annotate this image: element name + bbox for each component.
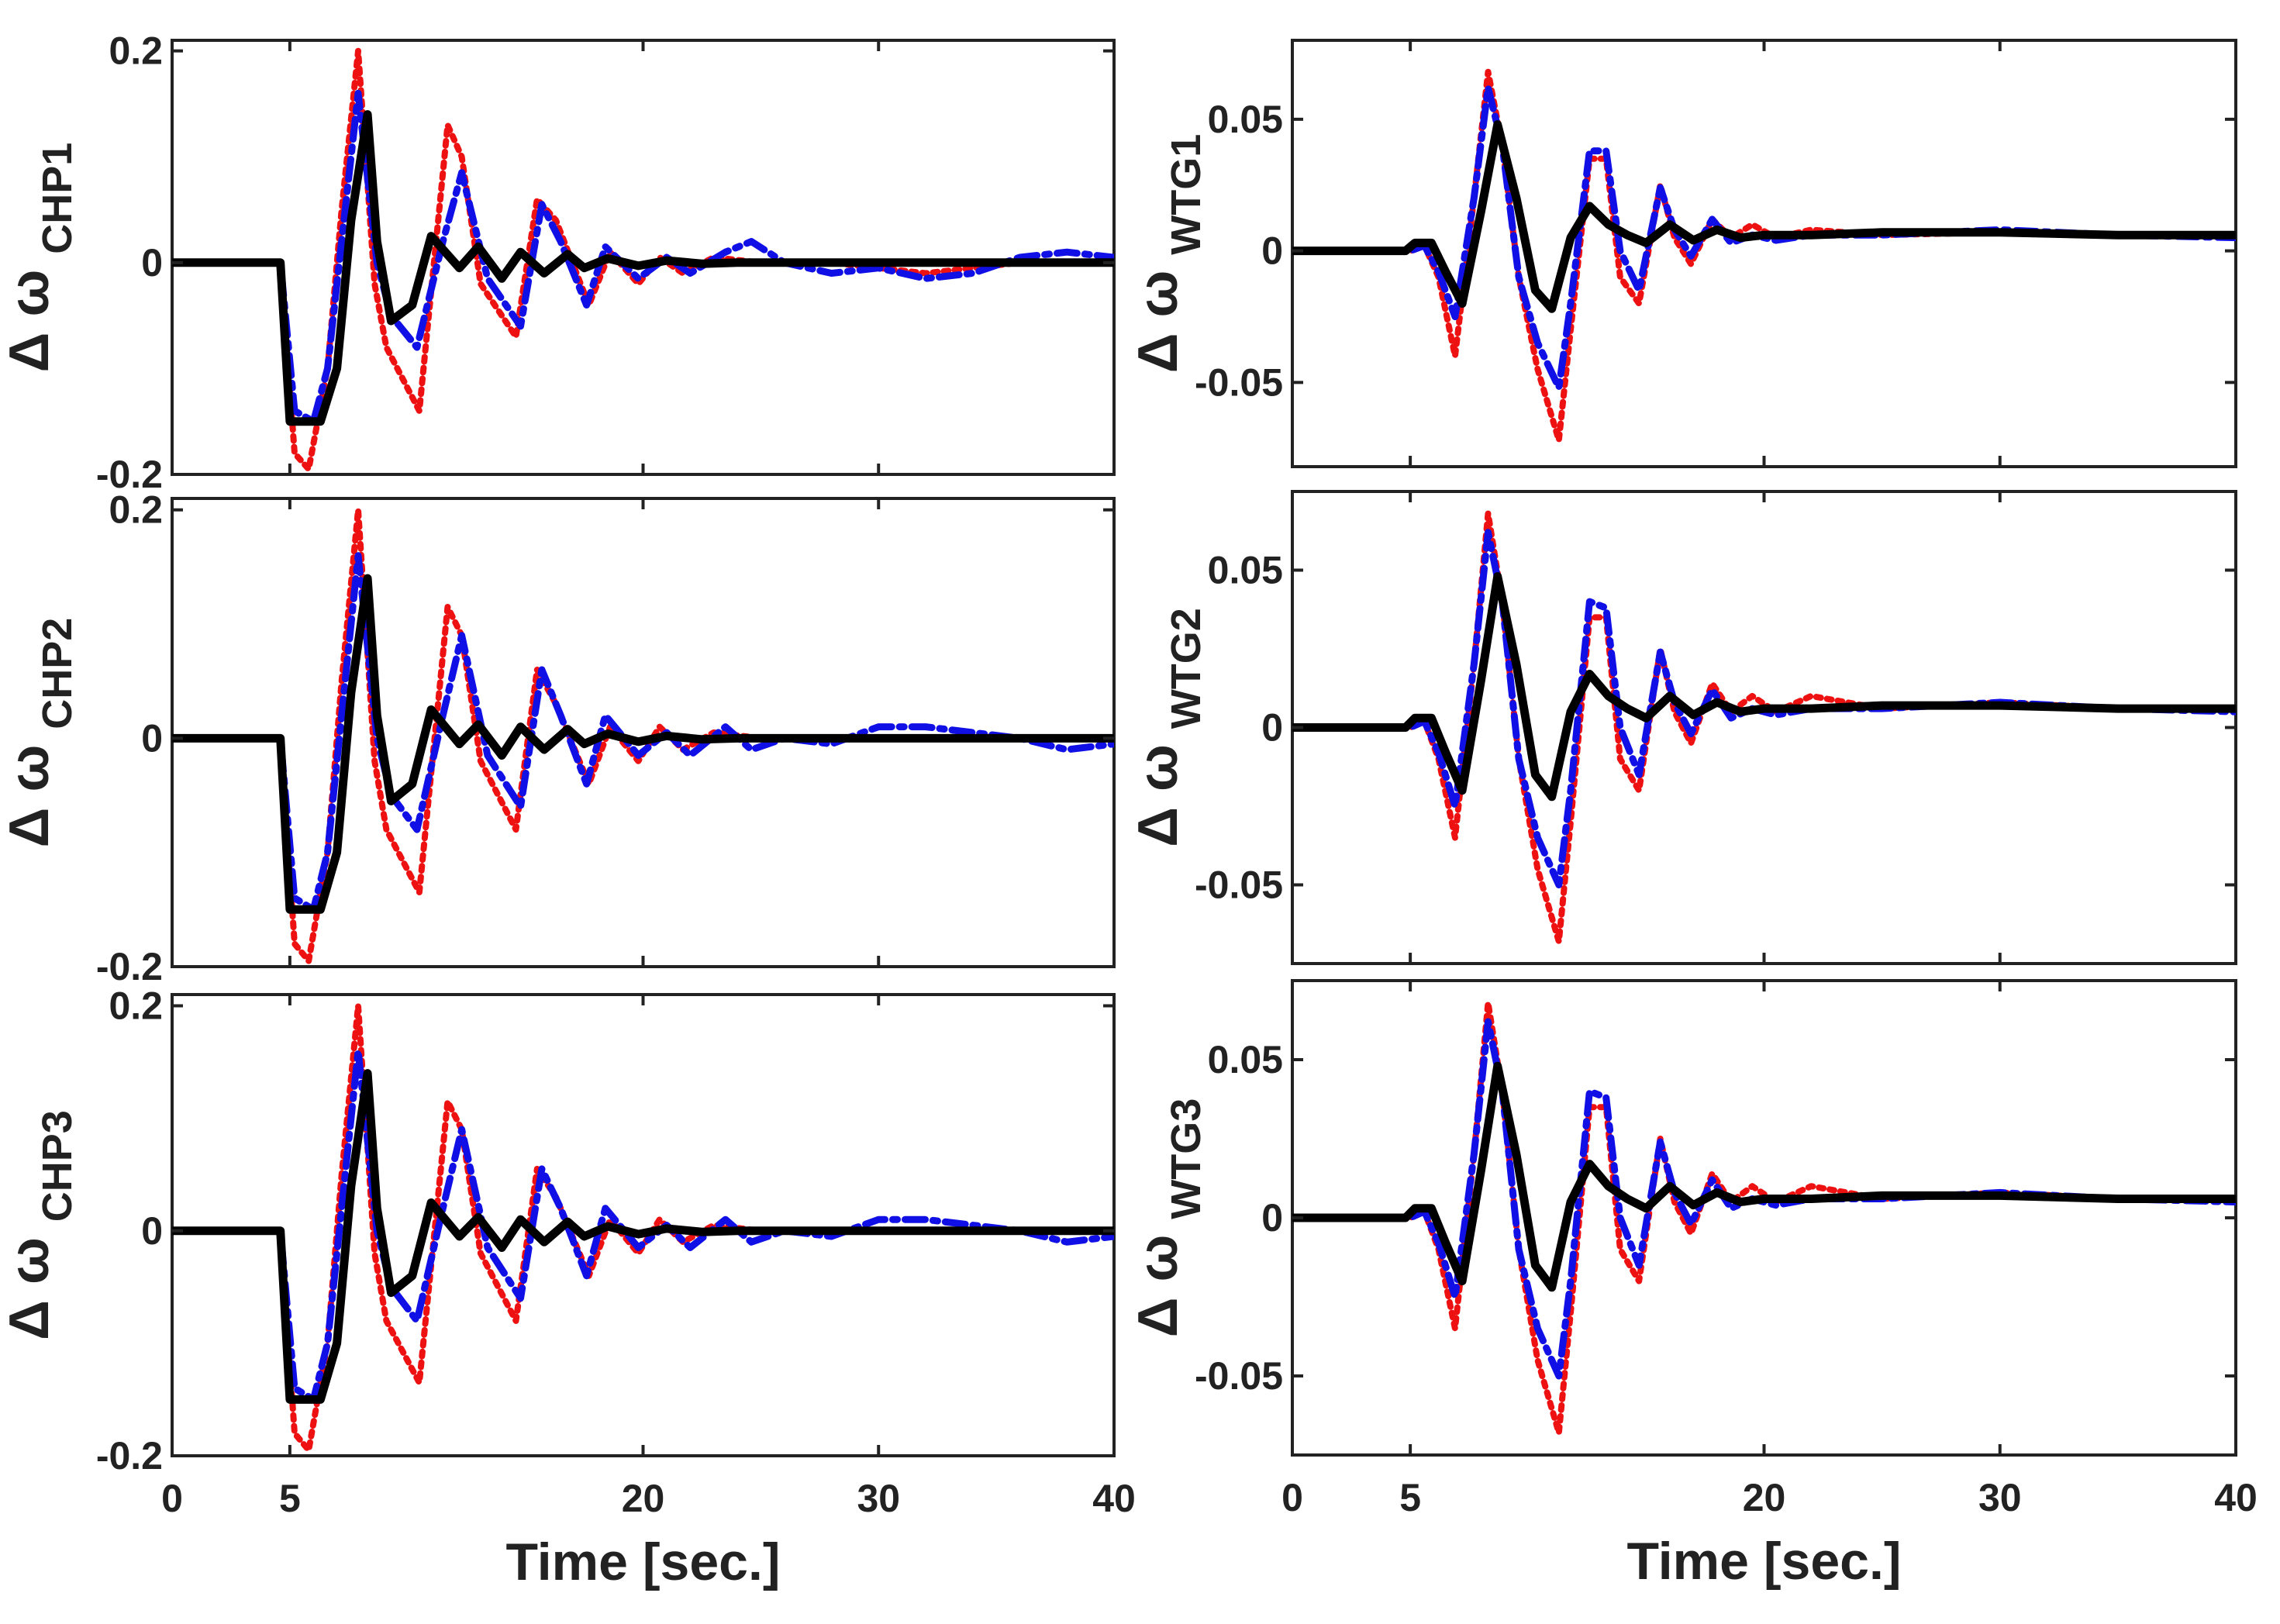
y-tick-label: 0.2: [109, 488, 163, 532]
y-axis-label-symbol: Δ ω: [0, 729, 60, 848]
y-axis-label-subscript: CHP3: [34, 1110, 81, 1222]
y-axis-label: Δ ω WTG3: [1127, 1098, 1209, 1338]
y-tick-label: 0.05: [1208, 549, 1283, 592]
series-black-line: [1292, 1061, 2236, 1292]
y-tick-label: 0: [141, 716, 163, 760]
y-tick-label: 0: [1261, 706, 1283, 750]
subplot-left-top: -0.2 0 0.2 Δ ω CHP1: [0, 29, 1116, 496]
y-axis-label: Δ ω CHP2: [0, 618, 81, 848]
y-tick-label: 0.2: [109, 29, 163, 73]
y-axis-label-subscript: WTG2: [1163, 608, 1209, 729]
series-blue-line: [172, 89, 1114, 426]
y-axis-label-symbol: Δ ω: [1127, 729, 1189, 847]
y-tick-label: -0.05: [1195, 864, 1283, 907]
y-axis-label: Δ ω WTG2: [1127, 608, 1209, 847]
y-tick-label: -0.2: [96, 945, 163, 988]
series-black-line: [1292, 120, 2236, 313]
y-tick-label: 0: [1261, 1196, 1283, 1240]
subplot-left-middle: -0.2 0 0.2 Δ ω CHP2: [0, 488, 1116, 988]
y-axis-label-subscript: CHP2: [34, 618, 81, 729]
axes-frame: [1291, 490, 2237, 965]
x-tick-label: 30: [1978, 1476, 2022, 1519]
y-tick-label: 0.2: [109, 984, 163, 1028]
x-tick-label: 20: [1743, 1476, 1786, 1519]
x-tick-label: 30: [857, 1477, 900, 1520]
y-tick-label: -0.05: [1195, 1354, 1283, 1398]
y-axis-label-symbol: Δ ω: [1127, 255, 1189, 374]
y-axis-label-subscript: WTG1: [1163, 134, 1209, 255]
y-axis-label-symbol: Δ ω: [1127, 1219, 1189, 1338]
x-tick-label: 40: [1092, 1477, 1136, 1520]
y-axis-label: Δ ω CHP1: [0, 143, 81, 373]
y-tick-label: 0: [1261, 229, 1283, 273]
y-tick-label: 0: [141, 1209, 163, 1253]
x-axis-label: Time [sec.]: [505, 1533, 780, 1591]
y-tick-label: 0.05: [1208, 1038, 1283, 1081]
x-tick-label: 5: [279, 1477, 301, 1520]
y-tick-label: -0.05: [1195, 360, 1283, 404]
subplot-right-bottom: -0.05 0 0.05 0 5 20 30 40 Time [sec.] Δ ω WTG3: [1127, 979, 2258, 1591]
y-axis-label: Δ ω CHP3: [0, 1110, 81, 1340]
series-black-line: [172, 110, 1114, 426]
series-blue-line: [172, 1047, 1114, 1403]
x-tick-label: 0: [1281, 1476, 1303, 1519]
x-tick-label: 20: [622, 1477, 665, 1520]
y-axis-label-symbol: Δ ω: [0, 254, 60, 373]
y-axis-label-symbol: Δ ω: [0, 1222, 60, 1340]
x-axis-label: Time [sec.]: [1626, 1532, 1901, 1591]
x-tick-label: 40: [2214, 1476, 2258, 1519]
series-black-line: [172, 1069, 1114, 1404]
y-tick-label: 0: [141, 241, 163, 284]
y-axis-label-subscript: CHP1: [34, 143, 81, 254]
series-black-line: [172, 574, 1114, 914]
y-axis-label-subscript: WTG3: [1163, 1098, 1209, 1219]
y-tick-label: -0.2: [96, 453, 163, 496]
y-tick-label: 0.05: [1208, 98, 1283, 141]
y-tick-label: -0.2: [96, 1434, 163, 1477]
series-blue-line: [172, 552, 1114, 913]
x-tick-label: 5: [1399, 1476, 1421, 1519]
axes-frame: [1291, 39, 2237, 468]
y-axis-label: Δ ω WTG1: [1127, 134, 1209, 374]
series-black-line: [1292, 572, 2236, 802]
subplot-right-middle: -0.05 0 0.05 Δ ω WTG2: [1127, 490, 2237, 965]
x-tick-label: 0: [161, 1477, 183, 1520]
